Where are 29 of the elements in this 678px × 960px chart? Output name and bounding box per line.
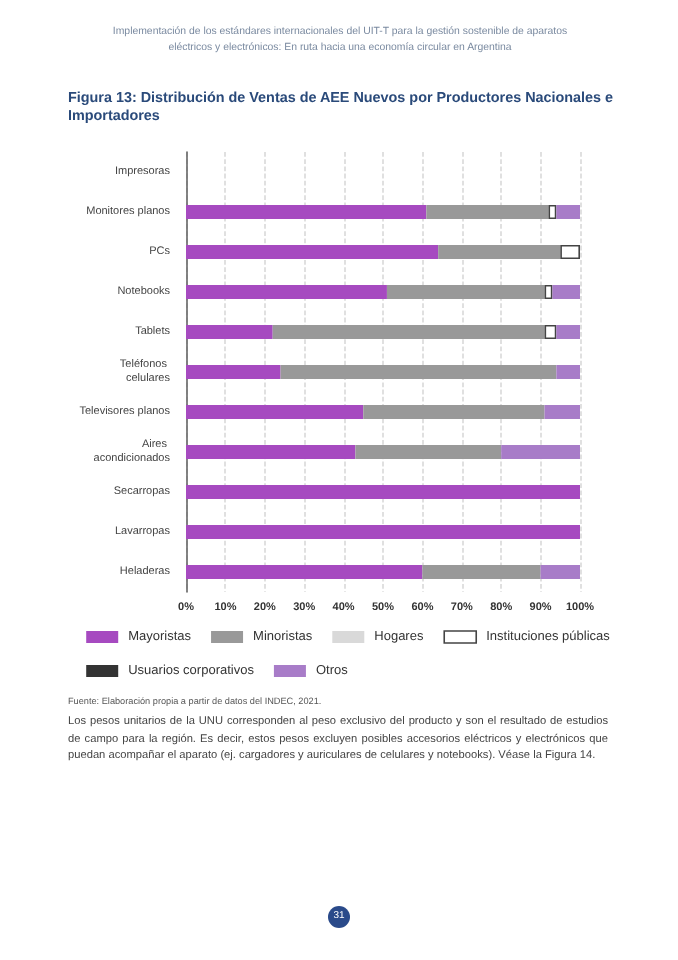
- bar: [186, 205, 427, 219]
- bar: [386, 285, 545, 299]
- bar: [556, 205, 580, 219]
- bar: [544, 285, 553, 299]
- bar: [552, 285, 580, 299]
- bar: [186, 405, 364, 419]
- bar: [540, 565, 580, 579]
- bar: [186, 525, 580, 539]
- bar: [556, 325, 580, 339]
- bar: [426, 205, 549, 219]
- bar: [548, 205, 557, 219]
- bar: [560, 245, 580, 259]
- bar: [186, 365, 281, 379]
- bar: [186, 445, 356, 459]
- bar: [544, 325, 557, 339]
- bar: [438, 245, 561, 259]
- bar: [186, 485, 580, 499]
- bar: [186, 325, 273, 339]
- bar: [501, 445, 580, 459]
- bar: [280, 365, 557, 379]
- bar: [363, 405, 545, 419]
- bar: [186, 565, 423, 579]
- bar: [186, 245, 439, 259]
- bar: [186, 285, 387, 299]
- bar: [422, 565, 541, 579]
- bar: [355, 445, 502, 459]
- bar: [544, 405, 580, 419]
- bar: [556, 365, 580, 379]
- bar: [272, 325, 545, 339]
